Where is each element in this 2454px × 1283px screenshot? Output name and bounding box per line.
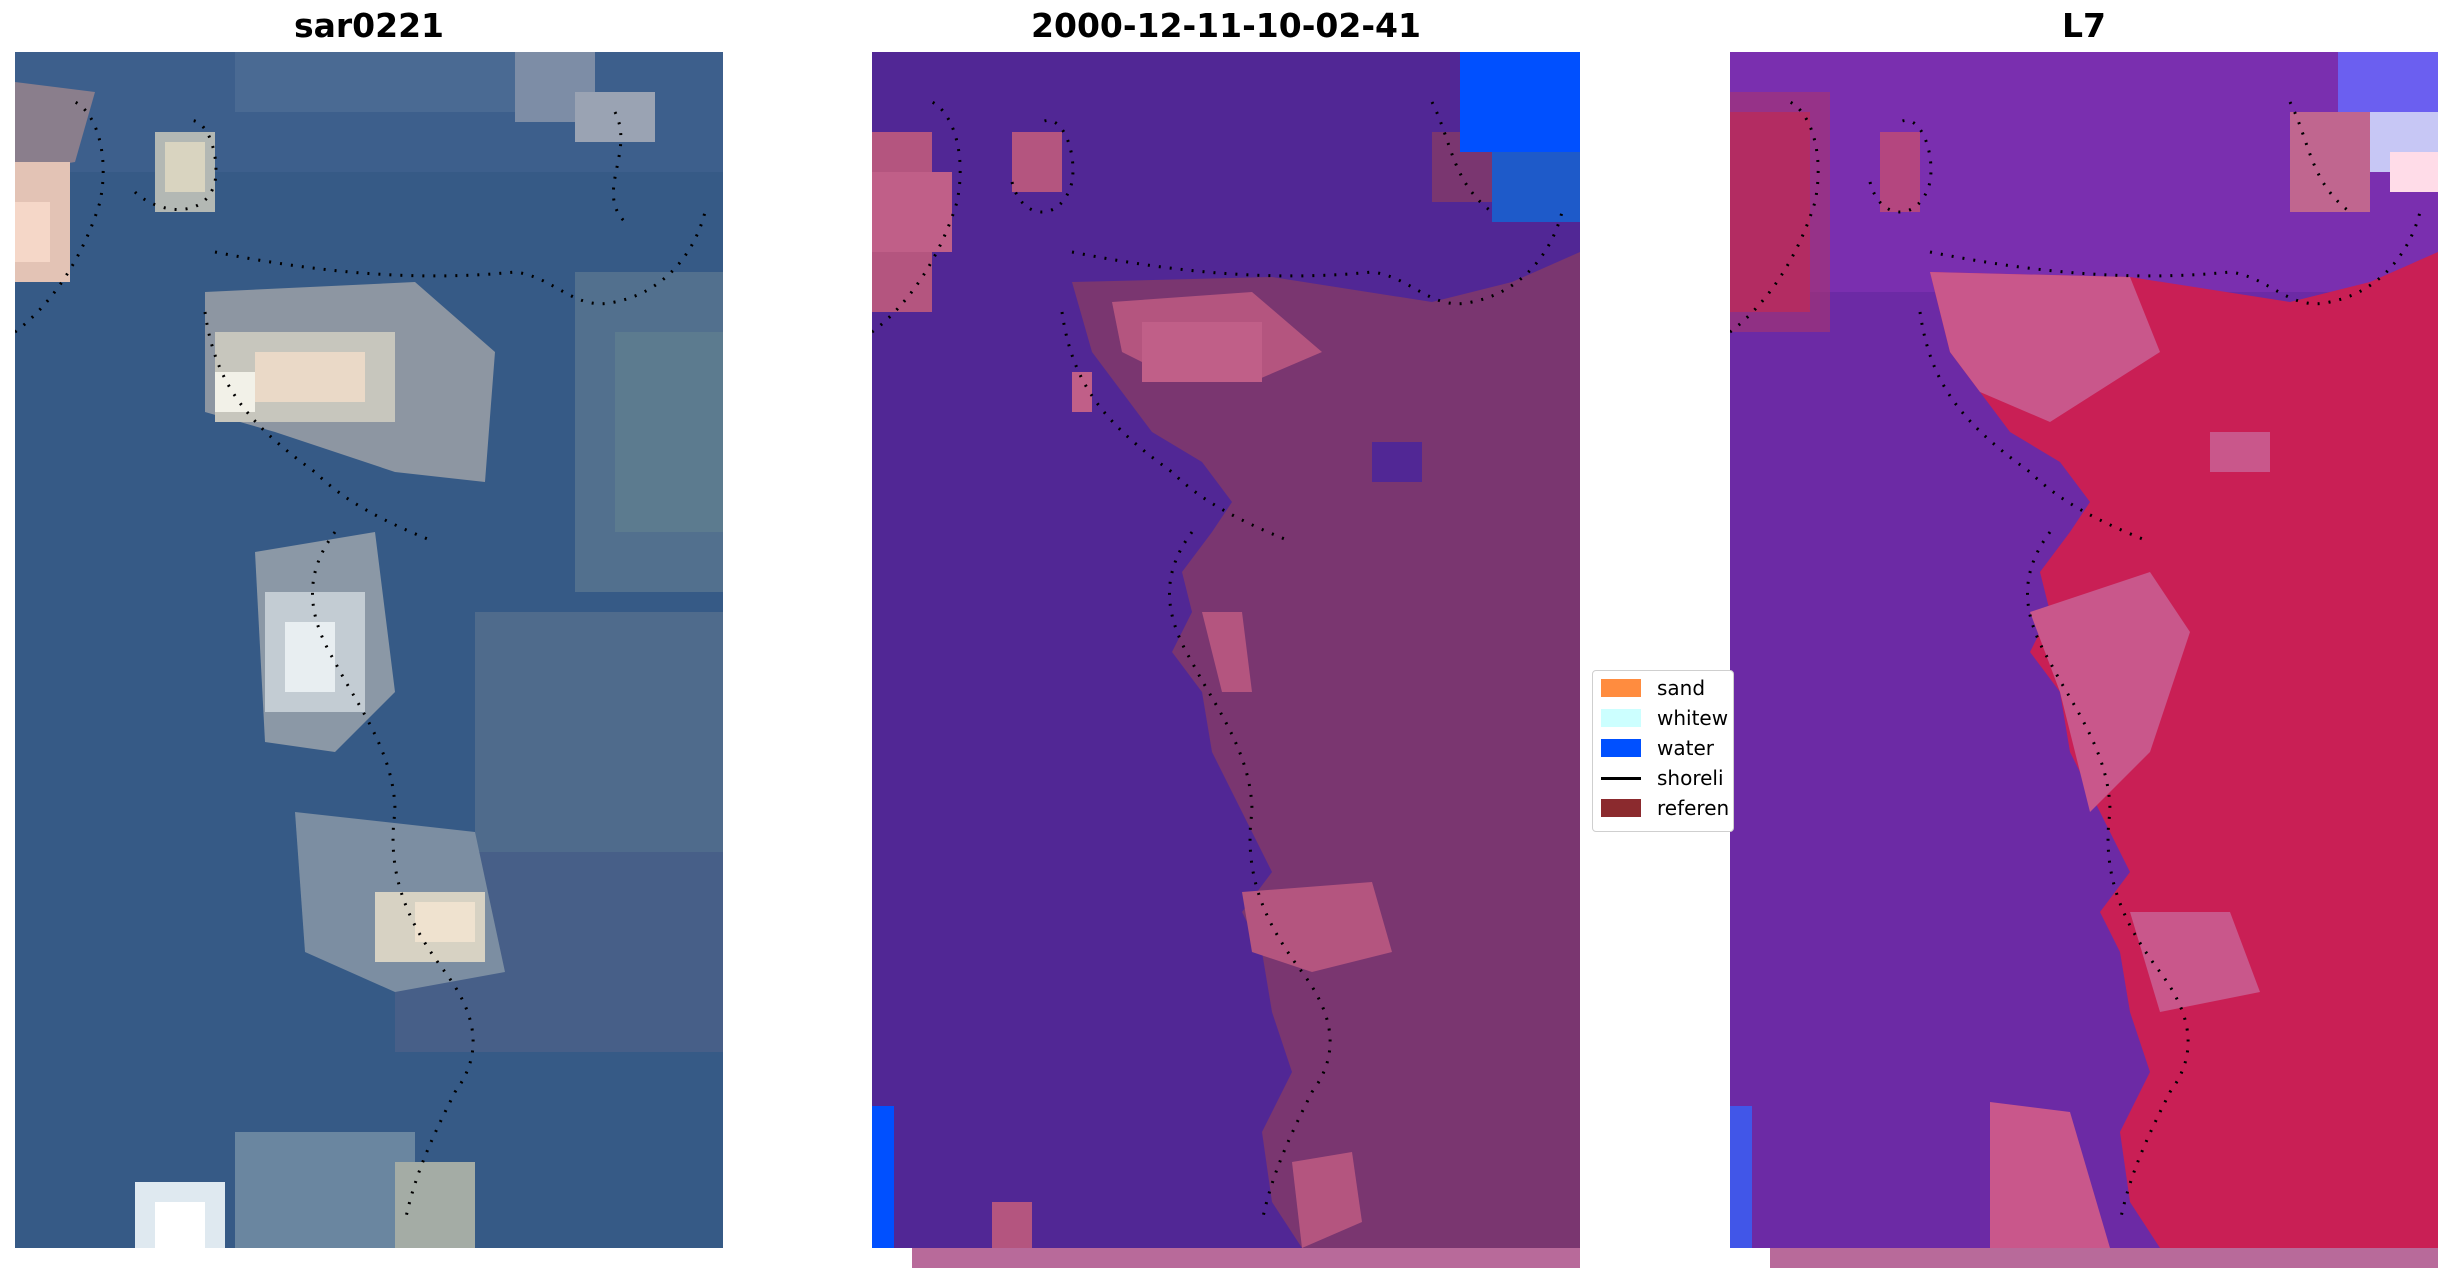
classification-panel [872, 52, 1580, 1268]
legend-label-reference: referen [1657, 796, 1730, 820]
rgb-image-panel [15, 52, 723, 1248]
legend-item-sand: sand [1601, 675, 1705, 701]
panel-title-rgb: sar0221 [293, 6, 445, 45]
rgb-satellite-image [15, 52, 723, 1248]
legend-item-shoreline: shoreli [1601, 765, 1724, 791]
legend: sand whitew water shoreli referen [1592, 670, 1734, 832]
whitewater-swatch [1601, 709, 1641, 727]
classification-image [872, 52, 1580, 1268]
legend-label-sand: sand [1657, 676, 1706, 700]
legend-label-whitewater: whitew [1657, 706, 1729, 730]
index-panel [1730, 52, 2438, 1268]
legend-item-reference: referen [1601, 795, 1729, 821]
reference-swatch [1601, 799, 1641, 817]
index-image [1730, 52, 2438, 1268]
panel-title-classification: 2000-12-11-10-02-41 [1031, 6, 1421, 45]
legend-item-whitewater: whitew [1601, 705, 1728, 731]
legend-label-shoreline: shoreli [1657, 766, 1724, 790]
legend-label-water: water [1657, 736, 1714, 760]
water-swatch [1601, 739, 1641, 757]
legend-item-water: water [1601, 735, 1714, 761]
sand-swatch [1601, 679, 1641, 697]
shoreline-line-swatch [1601, 776, 1641, 780]
panel-title-index: L7 [2062, 6, 2106, 45]
